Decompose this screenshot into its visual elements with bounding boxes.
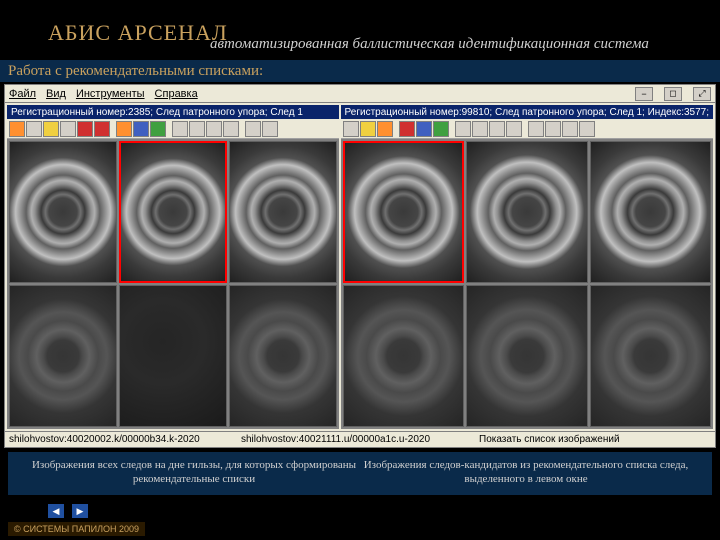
cartridge-image (10, 142, 116, 282)
right-cell-0[interactable] (343, 141, 464, 283)
cartridge-image (467, 142, 586, 282)
toolbar-button-13[interactable] (206, 121, 222, 137)
left-cell-3[interactable] (9, 285, 117, 427)
left-cell-4[interactable] (119, 285, 227, 427)
menu-view[interactable]: Вид (46, 88, 66, 100)
window-minimize-button[interactable]: − (635, 87, 653, 101)
toolbar-button-1[interactable] (26, 121, 42, 137)
toolbar-button-15[interactable] (562, 121, 578, 137)
toolbar-button-11[interactable] (506, 121, 522, 137)
left-cell-2[interactable] (229, 141, 337, 283)
toolbar-button-13[interactable] (528, 121, 544, 137)
cartridge-image (591, 286, 710, 426)
toolbar-button-9[interactable] (472, 121, 488, 137)
cartridge-image (467, 286, 586, 426)
toolbar-button-6[interactable] (433, 121, 449, 137)
cartridge-image (230, 142, 336, 282)
left-toolbar (7, 119, 339, 139)
toolbar-button-8[interactable] (133, 121, 149, 137)
right-status-left: shilohvostov:40021111.u/00000a1c.u-2020 (241, 434, 473, 445)
menubar: Файл Вид Инструменты Справка − ◻ ⤢ (5, 85, 715, 103)
toolbar-button-17[interactable] (262, 121, 278, 137)
nav-prev-button[interactable]: ◀ (48, 504, 64, 518)
right-cell-5[interactable] (590, 285, 711, 427)
left-status: shilohvostov:40020002.k/00000b34.k-2020 (9, 434, 241, 445)
toolbar-button-8[interactable] (455, 121, 471, 137)
toolbar-button-4[interactable] (77, 121, 93, 137)
right-grid (341, 139, 713, 429)
nav-next-button[interactable]: ▶ (72, 504, 88, 518)
toolbar-button-10[interactable] (489, 121, 505, 137)
window-restore-button[interactable]: ◻ (664, 87, 682, 101)
cartridge-image (121, 143, 225, 281)
cartridge-image (10, 286, 116, 426)
right-pane-title: Регистрационный номер:99810; След патрон… (341, 105, 713, 119)
cartridge-image (230, 286, 336, 426)
right-cell-4[interactable] (466, 285, 587, 427)
toolbar-button-5[interactable] (94, 121, 110, 137)
toolbar-button-1[interactable] (360, 121, 376, 137)
caption-right: Изображения следов-кандидатов из рекомен… (360, 458, 692, 487)
toolbar-button-2[interactable] (377, 121, 393, 137)
left-cell-1[interactable] (119, 141, 227, 283)
cartridge-image (120, 286, 226, 426)
caption-left: Изображения всех следов на дне гильзы, д… (28, 458, 360, 487)
nav-buttons: ◀ ▶ (48, 504, 88, 518)
statusbar: shilohvostov:40020002.k/00000b34.k-2020 … (5, 431, 715, 447)
toolbar-button-0[interactable] (9, 121, 25, 137)
left-cell-0[interactable] (9, 141, 117, 283)
app-subtitle: автоматизированная баллистическая иденти… (210, 36, 649, 53)
toolbar-button-9[interactable] (150, 121, 166, 137)
toolbar-button-12[interactable] (189, 121, 205, 137)
cartridge-image (345, 143, 462, 281)
toolbar-button-14[interactable] (545, 121, 561, 137)
captions: Изображения всех следов на дне гильзы, д… (8, 452, 712, 495)
right-cell-2[interactable] (590, 141, 711, 283)
right-cell-1[interactable] (466, 141, 587, 283)
left-pane: Регистрационный номер:2385; След патронн… (7, 105, 339, 429)
app-window: Файл Вид Инструменты Справка − ◻ ⤢ Регис… (4, 84, 716, 448)
toolbar-button-11[interactable] (172, 121, 188, 137)
left-grid (7, 139, 339, 429)
copyright: © СИСТЕМЫ ПАПИЛОН 2009 (8, 522, 145, 536)
right-cell-3[interactable] (343, 285, 464, 427)
section-bar: Работа с рекомендательными списками: (0, 60, 720, 82)
left-pane-title: Регистрационный номер:2385; След патронн… (7, 105, 339, 119)
toolbar-button-4[interactable] (399, 121, 415, 137)
window-maximize-button[interactable]: ⤢ (693, 87, 711, 101)
toolbar-button-7[interactable] (116, 121, 132, 137)
toolbar-button-5[interactable] (416, 121, 432, 137)
menu-help[interactable]: Справка (155, 88, 198, 100)
toolbar-button-16[interactable] (245, 121, 261, 137)
left-cell-5[interactable] (229, 285, 337, 427)
cartridge-image (591, 142, 710, 282)
toolbar-button-14[interactable] (223, 121, 239, 137)
right-status-right[interactable]: Показать список изображений (473, 434, 711, 445)
right-toolbar (341, 119, 713, 139)
menu-tools[interactable]: Инструменты (76, 88, 145, 100)
toolbar-button-2[interactable] (43, 121, 59, 137)
cartridge-image (344, 286, 463, 426)
toolbar-button-0[interactable] (343, 121, 359, 137)
toolbar-button-16[interactable] (579, 121, 595, 137)
section-title: Работа с рекомендательными списками: (8, 63, 263, 80)
menu-file[interactable]: Файл (9, 88, 36, 100)
toolbar-button-3[interactable] (60, 121, 76, 137)
right-pane: Регистрационный номер:99810; След патрон… (341, 105, 713, 429)
